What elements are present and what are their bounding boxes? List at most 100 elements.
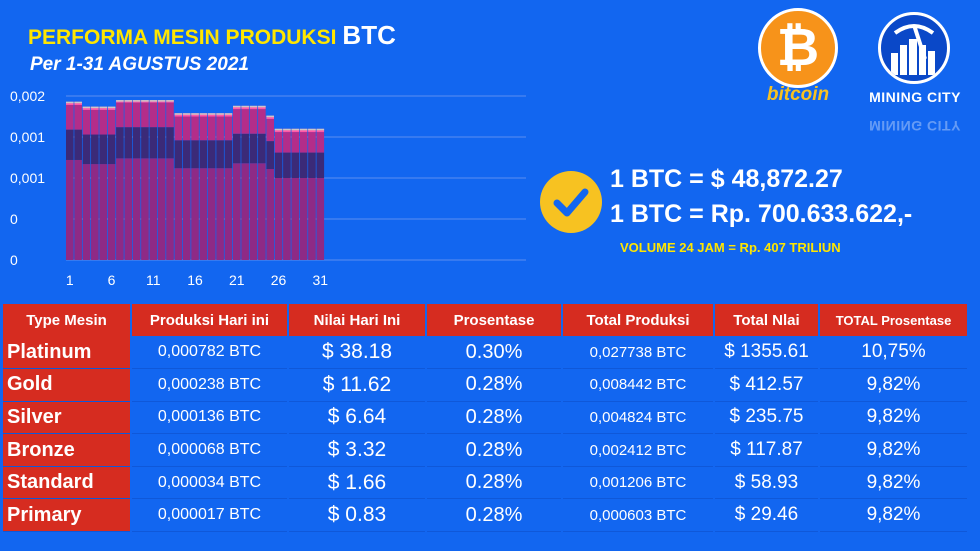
bitcoin-wordmark: bitcoin — [766, 84, 830, 105]
bar-segment — [182, 113, 191, 117]
table-row: Bronze 0,000068 BTC $ 3.32 0.28% 0,00241… — [3, 433, 969, 467]
bar-segment — [107, 106, 116, 110]
table-row: Primary 0,000017 BTC $ 0.83 0.28% 0,0006… — [3, 498, 969, 533]
bar-segment — [182, 168, 191, 260]
row-total-prosentase: 9,82% — [819, 368, 969, 402]
y-tick-label: 0,001 — [10, 170, 45, 186]
row-prosentase: 0.28% — [426, 498, 563, 533]
bar-segment — [191, 140, 199, 169]
bar-segment — [266, 168, 274, 260]
bar-segment — [132, 102, 141, 128]
row-total-produksi: 0,027738 BTC — [562, 336, 715, 370]
bar-segment — [266, 115, 274, 119]
row-total-prosentase: 10,75% — [819, 336, 969, 370]
row-produksi: 0,000136 BTC — [131, 401, 289, 435]
btc-usd-price: 1 BTC = $ 48,872.27 — [610, 165, 843, 193]
bar-segment — [91, 106, 99, 110]
bar-segment — [224, 116, 233, 141]
bar-top — [124, 100, 133, 102]
bar-segment — [283, 128, 291, 133]
bar-top — [283, 128, 291, 131]
bar-segment — [291, 178, 300, 260]
mining-city-logo-icon — [878, 12, 950, 84]
bar-segment — [157, 127, 166, 159]
row-total-nilai: $ 117.87 — [714, 433, 820, 467]
bar-segment — [308, 178, 316, 260]
bar-segment — [166, 158, 174, 260]
bar-segment — [233, 163, 241, 260]
bar-top — [299, 128, 308, 131]
bar-segment — [116, 158, 124, 260]
row-total-nilai: $ 29.46 — [714, 498, 820, 533]
table-row: Platinum 0,000782 BTC $ 38.18 0.30% 0,02… — [3, 336, 969, 370]
row-total-prosentase: 9,82% — [819, 433, 969, 467]
bar-top — [258, 105, 266, 108]
row-type: Primary — [3, 498, 132, 533]
row-total-nilai: $ 235.75 — [714, 401, 820, 435]
bar-top — [216, 113, 224, 115]
row-produksi: 0,000017 BTC — [131, 498, 289, 533]
row-total-produksi: 0,002412 BTC — [562, 433, 715, 467]
bar-segment — [258, 133, 266, 164]
table-row: Silver 0,000136 BTC $ 6.64 0.28% 0,00482… — [3, 401, 969, 435]
bar-segment — [316, 152, 325, 178]
bar-segment — [149, 158, 158, 260]
bar-segment — [266, 141, 274, 169]
bar-top — [233, 105, 241, 108]
row-total-prosentase: 9,82% — [819, 401, 969, 435]
bar-segment — [241, 133, 249, 164]
bar-segment — [191, 116, 199, 141]
bar-segment — [291, 152, 300, 178]
bar-top — [141, 100, 149, 102]
bar-segment — [99, 164, 107, 260]
performance-table: Type Mesin Produksi Hari ini Nilai Hari … — [3, 304, 969, 533]
bar-segment — [174, 113, 183, 117]
bar-segment — [299, 152, 308, 178]
bar-top — [224, 113, 233, 115]
bar-segment — [141, 158, 149, 260]
page-title: PERFORMA MESIN PRODUKSI BTC — [28, 20, 396, 51]
bar-segment — [116, 127, 124, 159]
header-nilai-hari-ini: Nilai Hari Ini — [288, 304, 427, 336]
row-total-produksi: 0,000603 BTC — [562, 498, 715, 533]
bar-top — [99, 106, 107, 109]
bar-segment — [116, 102, 124, 128]
bar-segment — [224, 168, 233, 260]
row-type: Bronze — [3, 433, 132, 467]
y-tick-label: 0,001 — [10, 129, 45, 145]
bar-segment — [207, 113, 216, 117]
row-type: Standard — [3, 466, 132, 500]
bar-segment — [241, 163, 249, 260]
y-tick-label: 0 — [10, 211, 18, 227]
row-total-produksi: 0,004824 BTC — [562, 401, 715, 435]
header-total-prosentase: TOTAL Prosentase — [819, 304, 969, 336]
row-type: Gold — [3, 368, 132, 402]
bar-segment — [124, 102, 133, 128]
bar-segment — [141, 127, 149, 159]
row-nilai: $ 1.66 — [288, 466, 427, 500]
bar-segment — [258, 163, 266, 260]
row-total-prosentase: 9,82% — [819, 466, 969, 500]
bar-top — [207, 113, 216, 115]
bar-segment — [174, 116, 183, 141]
table-row: Gold 0,000238 BTC $ 11.62 0.28% 0,008442… — [3, 368, 969, 402]
bar-segment — [182, 116, 191, 141]
bar-top — [116, 100, 124, 102]
bar-segment — [249, 109, 258, 134]
bar-top — [132, 100, 141, 102]
bar-segment — [166, 102, 174, 128]
bar-segment — [107, 109, 116, 135]
bar-segment — [316, 178, 325, 260]
bar-segment — [182, 140, 191, 169]
page-subtitle: Per 1-31 AGUSTUS 2021 — [30, 54, 249, 75]
bar-segment — [224, 140, 233, 169]
bar-top — [308, 128, 316, 131]
row-total-produksi: 0,001206 BTC — [562, 466, 715, 500]
bar-segment — [107, 164, 116, 260]
bar-top — [166, 100, 174, 102]
x-tick-label: 31 — [313, 272, 329, 288]
header-produksi-hari-ini: Produksi Hari ini — [131, 304, 289, 336]
bar-segment — [207, 140, 216, 169]
bar-top — [291, 128, 300, 131]
row-prosentase: 0.28% — [426, 368, 563, 402]
